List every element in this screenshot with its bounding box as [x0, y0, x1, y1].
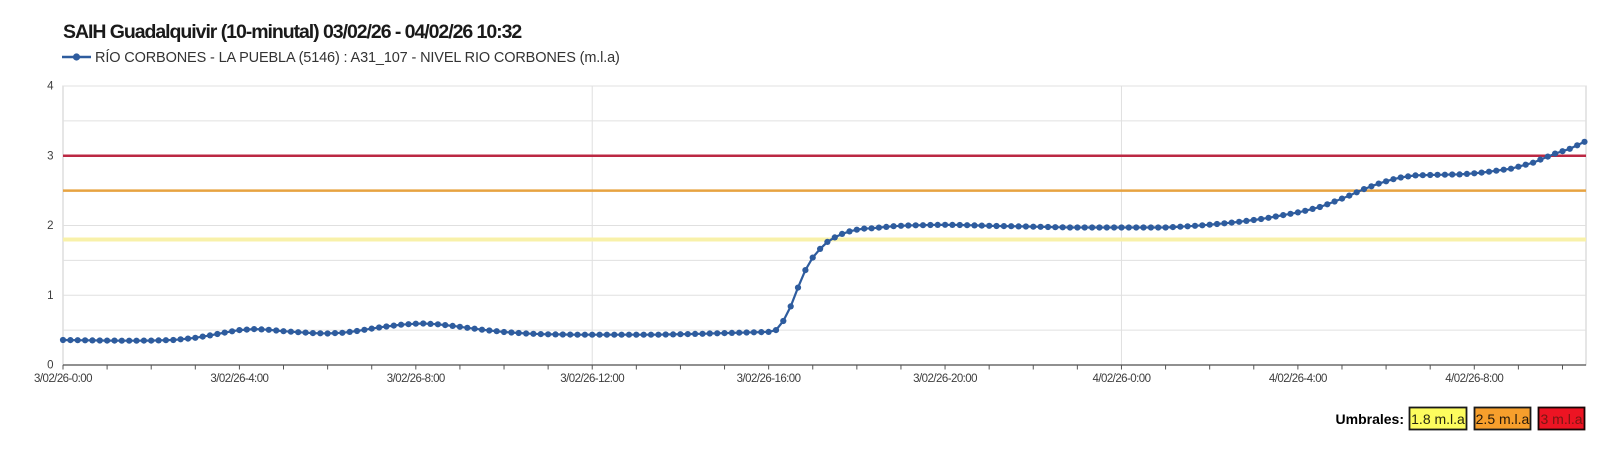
svg-text:4: 4	[47, 81, 54, 93]
svg-text:3/02/26-4:00: 3/02/26-4:00	[210, 373, 268, 385]
svg-text:2: 2	[47, 220, 53, 232]
svg-text:3/02/26-16:00: 3/02/26-16:00	[737, 373, 801, 385]
svg-text:3/02/26-12:00: 3/02/26-12:00	[560, 373, 624, 385]
svg-text:3/02/26-8:00: 3/02/26-8:00	[387, 373, 445, 385]
svg-text:4/02/26-0:00: 4/02/26-0:00	[1093, 373, 1151, 385]
svg-text:3/02/26-20:00: 3/02/26-20:00	[913, 373, 977, 385]
svg-text:3/02/26-0:00: 3/02/26-0:00	[34, 373, 92, 385]
svg-text:4/02/26-8:00: 4/02/26-8:00	[1445, 373, 1503, 385]
svg-text:RÍO CORBONES - LA PUEBLA (5146: RÍO CORBONES - LA PUEBLA (5146) : A31_10…	[95, 49, 620, 66]
svg-text:4/02/26-4:00: 4/02/26-4:00	[1269, 373, 1327, 385]
svg-text:3: 3	[47, 150, 53, 162]
svg-text:1: 1	[47, 290, 53, 302]
svg-text:Umbrales:: Umbrales:	[1336, 411, 1404, 427]
svg-text:SAIH Guadalquivir (10-minutal): SAIH Guadalquivir (10-minutal) 03/02/26 …	[63, 21, 522, 43]
svg-text:1.8 m.l.a: 1.8 m.l.a	[1411, 411, 1465, 427]
svg-text:2.5 m.l.a: 2.5 m.l.a	[1476, 411, 1530, 427]
svg-text:3 m.l.a: 3 m.l.a	[1540, 411, 1582, 427]
svg-text:0: 0	[47, 360, 53, 372]
